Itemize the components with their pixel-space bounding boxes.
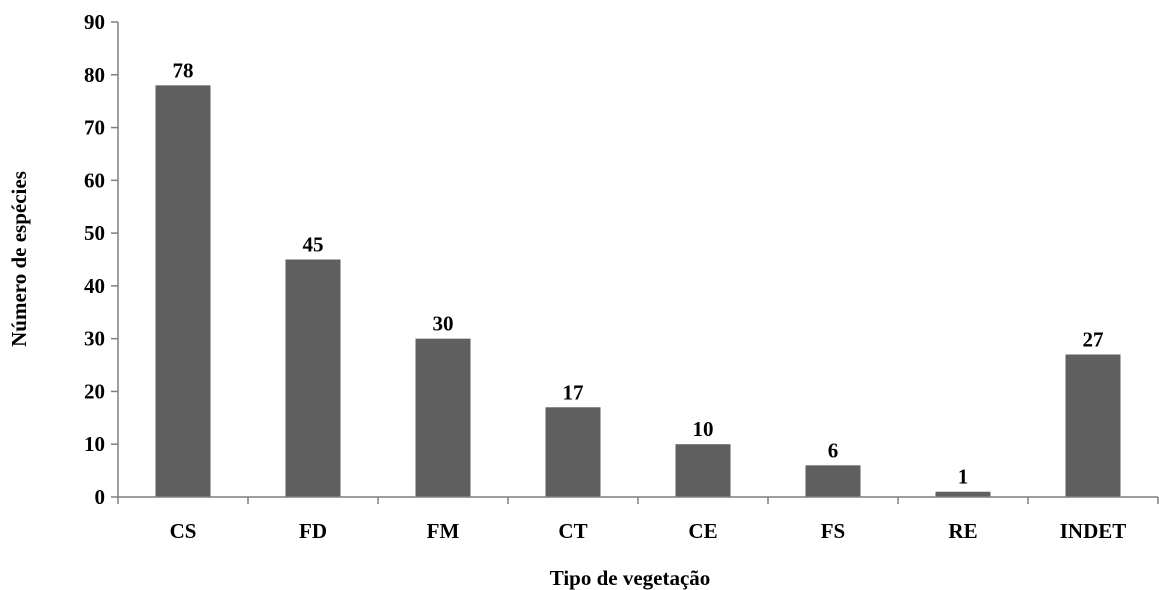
data-label-ct: 17 — [563, 380, 584, 404]
bar-fd — [285, 259, 341, 497]
category-label-fm: FM — [427, 519, 460, 543]
y-tick-label: 20 — [84, 379, 105, 403]
bar-re — [935, 491, 991, 497]
data-label-cs: 78 — [173, 58, 194, 82]
category-label-fs: FS — [821, 519, 846, 543]
y-tick-label: 70 — [84, 116, 105, 140]
data-label-re: 1 — [958, 465, 969, 489]
category-label-indet: INDET — [1060, 519, 1127, 543]
category-label-re: RE — [948, 519, 977, 543]
y-tick-label: 40 — [84, 274, 105, 298]
y-tick-label: 60 — [84, 168, 105, 192]
category-label-ct: CT — [558, 519, 587, 543]
category-label-cs: CS — [170, 519, 197, 543]
y-tick-label: 10 — [84, 432, 105, 456]
y-axis-title: Número de espécies — [7, 171, 31, 347]
y-axis-ticks: 0 10 20 30 40 50 60 70 80 90 — [84, 10, 118, 509]
category-label-ce: CE — [688, 519, 717, 543]
y-tick-label: 80 — [84, 63, 105, 87]
x-axis-ticks: CS FD FM CT CE FS RE INDET — [117, 497, 1159, 543]
y-tick-label: 90 — [84, 10, 105, 34]
bar-cs — [155, 85, 211, 497]
category-label-fd: FD — [299, 519, 327, 543]
y-tick-label: 0 — [95, 485, 106, 509]
data-label-fd: 45 — [303, 233, 324, 257]
data-label-fm: 30 — [433, 312, 454, 336]
data-label-ce: 10 — [693, 417, 714, 441]
y-tick-label: 30 — [84, 327, 105, 351]
data-label-fs: 6 — [828, 438, 839, 462]
bar-indet — [1065, 354, 1121, 497]
bars-group: 78 45 30 17 10 6 1 27 — [155, 58, 1121, 497]
bar-ce — [675, 444, 731, 497]
x-axis-title: Tipo de vegetação — [550, 566, 711, 590]
bar-fs — [805, 465, 861, 497]
bar-ct — [545, 407, 601, 497]
y-tick-label: 50 — [84, 221, 105, 245]
bar-fm — [415, 338, 471, 497]
data-label-indet: 27 — [1083, 328, 1104, 352]
